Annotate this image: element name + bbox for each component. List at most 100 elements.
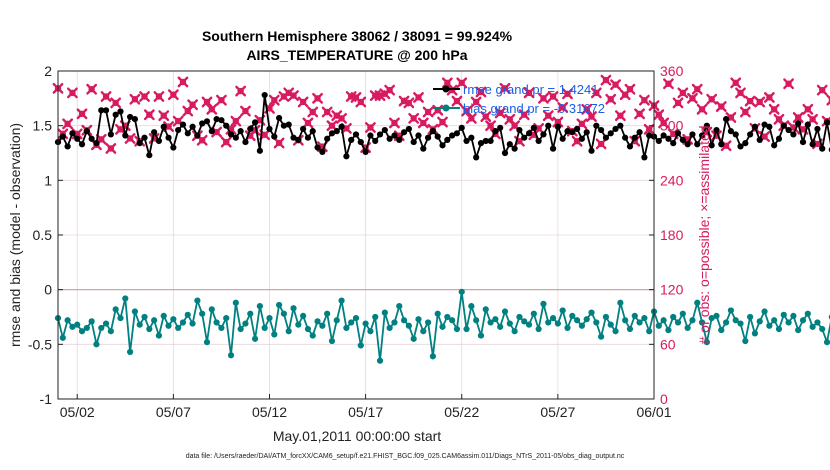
- bias-point: [232, 299, 239, 306]
- bias-point: [492, 316, 499, 323]
- rmse-point: [679, 136, 686, 143]
- rmse-point: [689, 131, 696, 138]
- rmse-point: [617, 122, 624, 129]
- rmse-point: [126, 113, 134, 121]
- rmse-point: [203, 118, 211, 125]
- obs-count-marker: [102, 93, 110, 100]
- rmse-point: [141, 134, 148, 141]
- bias-point: [179, 319, 187, 326]
- bias-point: [694, 299, 701, 306]
- obs-count-marker: [645, 126, 653, 133]
- bias-point: [102, 320, 110, 327]
- obs-count-marker: [448, 86, 456, 94]
- obs-count-marker: [386, 86, 393, 94]
- bias-point: [372, 313, 379, 321]
- x-tick-label: 05/02: [60, 404, 95, 420]
- obs-count-marker: [189, 101, 196, 108]
- rmse-point: [554, 123, 561, 130]
- bias-point: [261, 324, 268, 332]
- bias-point: [122, 295, 129, 302]
- rmse-point: [155, 137, 163, 145]
- obs-count-marker: [107, 145, 115, 152]
- rmse-point: [665, 135, 672, 142]
- legend: rmse grand pr = 1.4241 bias grand pr = -…: [433, 82, 605, 116]
- bias-point: [170, 316, 177, 323]
- rmse-point: [525, 130, 533, 137]
- bias-point: [376, 357, 384, 364]
- rmse-point: [569, 129, 576, 136]
- obs-count-marker: [545, 112, 552, 119]
- bias-point: [112, 306, 119, 313]
- bias-point: [338, 297, 345, 304]
- rmse-point: [376, 131, 384, 138]
- rmse-point: [799, 138, 807, 146]
- bias-point: [722, 319, 730, 326]
- right-tick-label: 120: [660, 282, 684, 298]
- obs-count-marker: [367, 124, 374, 131]
- bias-point: [573, 317, 581, 324]
- rmse-point: [737, 143, 744, 150]
- bias-point: [126, 348, 134, 356]
- rmse-point: [151, 129, 158, 136]
- rmse-point: [237, 128, 244, 135]
- rmse-point: [88, 135, 95, 142]
- left-tick-label: 1.5: [33, 118, 53, 134]
- rmse-point: [660, 132, 667, 139]
- rmse-point: [573, 125, 581, 133]
- obs-count-marker: [165, 123, 172, 130]
- rmse-point: [742, 140, 749, 147]
- left-tick-label: 2: [44, 63, 52, 79]
- bias-point: [756, 318, 763, 325]
- rmse-point: [622, 134, 629, 141]
- obs-count-marker: [155, 93, 163, 100]
- right-axis-ticks: 0 60 120 180 240 300 360: [649, 63, 684, 407]
- obs-count-marker: [819, 86, 826, 94]
- legend-bias-marker: [442, 104, 450, 112]
- obs-count-marker: [203, 98, 211, 106]
- rmse-point: [170, 144, 177, 151]
- obs-count-marker: [679, 89, 687, 97]
- bias-point: [823, 339, 830, 346]
- bias-point: [141, 313, 148, 321]
- bias-point: [131, 308, 139, 315]
- rmse-point: [449, 132, 456, 139]
- obs-count-marker: [525, 89, 533, 97]
- bias-point: [511, 328, 518, 335]
- rmse-point: [775, 135, 783, 142]
- obs-count-marker: [809, 116, 816, 123]
- obs-count-marker: [170, 91, 177, 98]
- bias-point: [439, 323, 446, 330]
- x-tick-label: 05/12: [252, 404, 287, 420]
- rmse-point: [674, 130, 682, 137]
- bias-point: [242, 320, 249, 327]
- obs-count-marker: [223, 138, 230, 146]
- rmse-point: [271, 133, 278, 140]
- bias-point: [218, 324, 225, 332]
- bias-point: [400, 317, 408, 324]
- bias-point: [766, 322, 773, 329]
- obs-count-marker: [665, 80, 672, 87]
- rmse-point: [540, 131, 547, 138]
- rmse-point: [175, 126, 182, 134]
- rmse-point: [718, 141, 725, 148]
- rmse-point: [251, 119, 259, 126]
- rmse-point: [761, 121, 768, 128]
- x-tick-label: 05/17: [348, 404, 383, 420]
- rmse-point: [429, 128, 437, 135]
- bias-point: [324, 310, 331, 317]
- left-tick-label: 1: [44, 172, 52, 188]
- obs-count-marker: [64, 120, 71, 128]
- rmse-point: [703, 122, 710, 129]
- rmse-point: [247, 125, 254, 133]
- rmse-point: [501, 149, 509, 157]
- rmse-point: [694, 141, 701, 148]
- rmse-point: [367, 132, 374, 139]
- bias-point: [569, 312, 576, 320]
- obs-count-marker: [698, 106, 706, 113]
- bias-point: [328, 337, 336, 345]
- obs-count-marker: [213, 128, 220, 136]
- x-axis-ticks: 05/02 05/07 05/12 05/17 05/22 05/27 06/01: [60, 394, 672, 420]
- rmse-point: [521, 134, 528, 141]
- right-tick-label: 180: [660, 227, 684, 243]
- right-tick-label: 300: [660, 118, 684, 134]
